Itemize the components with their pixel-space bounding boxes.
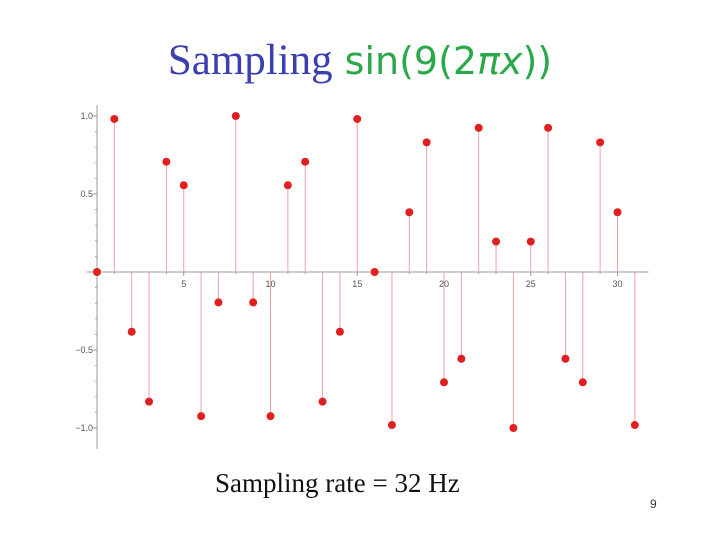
data-point bbox=[457, 354, 466, 363]
data-point bbox=[596, 138, 605, 147]
data-point bbox=[249, 298, 258, 307]
data-point bbox=[561, 354, 570, 363]
data-point bbox=[630, 421, 639, 430]
data-point bbox=[422, 138, 431, 147]
title-formula-pi: π bbox=[477, 39, 500, 83]
data-point bbox=[127, 327, 136, 336]
title-formula: sin(9(2πx)) bbox=[345, 39, 553, 83]
x-tick-label: 15 bbox=[352, 279, 362, 289]
data-point bbox=[197, 412, 206, 421]
data-point bbox=[387, 421, 396, 430]
data-point bbox=[405, 208, 414, 217]
x-tick-label: 25 bbox=[526, 279, 536, 289]
page-title: Sampling sin(9(2πx)) bbox=[0, 30, 720, 91]
data-point bbox=[440, 378, 448, 387]
data-point bbox=[145, 397, 154, 406]
y-tick-label: −0.5 bbox=[75, 345, 93, 355]
data-point bbox=[283, 181, 292, 190]
data-point bbox=[179, 181, 188, 190]
data-point bbox=[492, 237, 501, 246]
data-point bbox=[110, 114, 119, 123]
data-point bbox=[613, 208, 622, 217]
data-point bbox=[93, 268, 101, 276]
title-formula-prefix: sin(9(2 bbox=[344, 39, 478, 83]
data-point bbox=[353, 114, 362, 123]
data-point bbox=[162, 157, 171, 166]
title-formula-suffix: )) bbox=[522, 39, 553, 83]
data-point bbox=[301, 157, 310, 166]
x-tick-label: 5 bbox=[181, 279, 186, 289]
sampling-rate-caption: Sampling rate = 32 Hz bbox=[215, 468, 460, 498]
data-point bbox=[578, 378, 587, 387]
y-tick-label: −1.0 bbox=[75, 423, 93, 433]
x-tick-label: 30 bbox=[612, 279, 622, 289]
data-point bbox=[509, 424, 518, 432]
y-tick-label: 1.0 bbox=[80, 111, 93, 121]
data-point bbox=[318, 397, 327, 406]
y-tick-label: 0.5 bbox=[80, 189, 93, 199]
data-point bbox=[266, 412, 275, 421]
data-point bbox=[214, 298, 223, 307]
data-point bbox=[370, 268, 379, 276]
data-point bbox=[526, 237, 535, 246]
page-number: 9 bbox=[650, 497, 657, 511]
data-point bbox=[474, 123, 483, 132]
data-point bbox=[544, 123, 553, 132]
title-word: Sampling bbox=[167, 37, 333, 84]
title-formula-x: x bbox=[499, 39, 523, 83]
data-point bbox=[335, 327, 344, 336]
data-point bbox=[231, 112, 240, 120]
